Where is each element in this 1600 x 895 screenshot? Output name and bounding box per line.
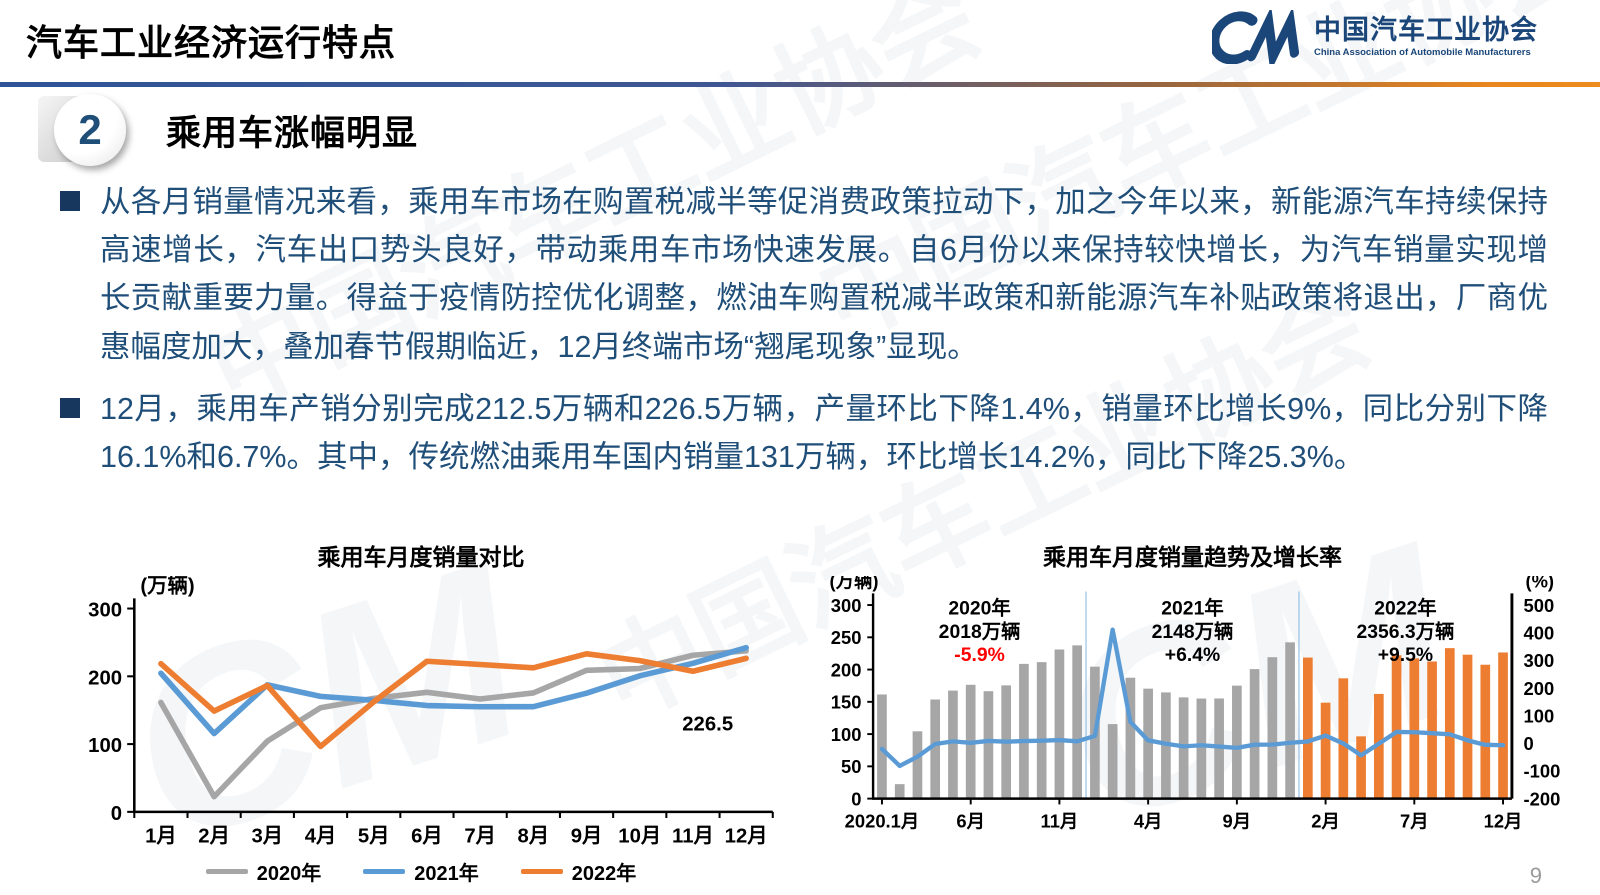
- svg-text:2356.3万辆: 2356.3万辆: [1357, 620, 1455, 643]
- bullet-item: 12月，乘用车产销分别完成212.5万辆和226.5万辆，产量环比下降1.4%，…: [60, 385, 1548, 481]
- svg-text:0: 0: [111, 803, 122, 825]
- legend-item-2020: 2020年: [205, 857, 321, 886]
- svg-text:2021年: 2021年: [1161, 597, 1223, 620]
- svg-text:150: 150: [831, 692, 862, 713]
- svg-text:8月: 8月: [518, 825, 550, 847]
- svg-text:400: 400: [1524, 622, 1555, 643]
- charts-row: 乘用车月度销量对比 0 100 200 300 (万辆) 1月 2月 3月 4月 5月 6月 7月 8月…: [55, 536, 1570, 886]
- svg-text:(万辆): (万辆): [140, 576, 194, 597]
- section-header: 2 乘用车涨幅明显: [38, 92, 418, 168]
- page-title: 汽车工业经济运行特点: [26, 22, 397, 63]
- svg-text:2148万辆: 2148万辆: [1152, 620, 1234, 643]
- svg-text:9月: 9月: [571, 825, 603, 847]
- caam-logo: 中国汽车工业协会 China Association of Automobile…: [1212, 10, 1538, 64]
- svg-text:200: 200: [88, 667, 122, 689]
- svg-text:-200: -200: [1524, 788, 1561, 809]
- svg-text:-5.9%: -5.9%: [954, 644, 1005, 666]
- left-chart-canvas: 0 100 200 300 (万辆) 1月 2月 3月 4月 5月 6月 7月 8月 9月 10月 11月 12…: [88, 576, 774, 847]
- svg-text:6月: 6月: [411, 825, 443, 847]
- svg-text:4月: 4月: [305, 825, 337, 847]
- caam-logo-en: China Association of Automobile Manufact…: [1314, 47, 1531, 59]
- svg-text:6月: 6月: [956, 811, 985, 832]
- svg-text:0: 0: [1524, 733, 1534, 754]
- section-heading: 乘用车涨幅明显: [166, 113, 419, 153]
- svg-text:11月: 11月: [672, 825, 714, 847]
- legend-swatch-2022: [520, 868, 563, 874]
- svg-text:100: 100: [1524, 705, 1555, 726]
- svg-text:3月: 3月: [251, 825, 283, 847]
- svg-text:4月: 4月: [1134, 811, 1163, 832]
- svg-text:100: 100: [88, 735, 122, 757]
- legend-item-2021: 2021年: [363, 857, 479, 886]
- svg-text:12月: 12月: [725, 825, 768, 847]
- svg-text:(万辆): (万辆): [830, 576, 879, 592]
- svg-text:-100: -100: [1524, 761, 1561, 782]
- legend-swatch-2020: [205, 868, 248, 874]
- bullet-square-icon: [60, 397, 80, 418]
- svg-text:(%): (%): [1525, 576, 1554, 592]
- svg-text:2020年: 2020年: [948, 597, 1010, 620]
- legend-item-2022: 2022年: [520, 857, 636, 886]
- caam-logo-text: 中国汽车工业协会 China Association of Automobile…: [1314, 14, 1538, 59]
- svg-text:100: 100: [831, 724, 862, 745]
- bullet-text: 从各月销量情况来看，乘用车市场在购置税减半等促消费政策拉动下，加之今年以来，新能…: [100, 185, 1548, 364]
- monthly-sales-comparison-chart: 乘用车月度销量对比 0 100 200 300 (万辆) 1月 2月 3月 4月 5月 6月 7月 8月…: [55, 536, 787, 886]
- left-chart-legend: 2020年 2021年 2022年: [55, 857, 787, 886]
- svg-text:2月: 2月: [198, 825, 230, 847]
- caam-logo-mark-icon: [1212, 10, 1300, 64]
- bullet-item: 从各月销量情况来看，乘用车市场在购置税减半等促消费政策拉动下，加之今年以来，新能…: [60, 178, 1548, 371]
- svg-text:11月: 11月: [1041, 811, 1079, 832]
- right-chart-title: 乘用车月度销量趋势及增长率: [1043, 544, 1342, 570]
- svg-text:2022年: 2022年: [1374, 597, 1436, 620]
- svg-text:0: 0: [851, 788, 861, 809]
- right-chart-canvas: 0 50 100 150 200 250 300 -200 -100 0 100 200 300 400 5…: [830, 576, 1561, 832]
- svg-text:200: 200: [1524, 678, 1555, 699]
- svg-text:5月: 5月: [358, 825, 390, 847]
- page-number: 9: [1529, 863, 1542, 888]
- svg-text:2月: 2月: [1311, 811, 1340, 832]
- caam-logo-zh: 中国汽车工业协会: [1314, 14, 1538, 45]
- svg-text:300: 300: [1524, 650, 1555, 671]
- svg-text:2018万辆: 2018万辆: [939, 620, 1021, 643]
- svg-text:7月: 7月: [464, 825, 496, 847]
- svg-text:300: 300: [831, 595, 862, 616]
- svg-text:300: 300: [88, 600, 122, 622]
- svg-text:250: 250: [831, 627, 862, 648]
- svg-text:200: 200: [831, 659, 862, 680]
- svg-text:500: 500: [1524, 595, 1555, 616]
- section-number-badge: 2: [38, 92, 138, 168]
- svg-text:50: 50: [841, 756, 861, 777]
- section-number: 2: [54, 94, 126, 166]
- svg-text:2020.1月: 2020.1月: [845, 811, 920, 832]
- svg-text:1月: 1月: [145, 825, 177, 847]
- svg-text:12月: 12月: [1484, 811, 1523, 832]
- monthly-sales-trend-growth-chart: 乘用车月度销量趋势及增长率 0 50 100 150 200 250 300 -200 -100…: [815, 536, 1570, 886]
- body-text: 从各月销量情况来看，乘用车市场在购置税减半等促消费政策拉动下，加之今年以来，新能…: [60, 178, 1548, 495]
- left-chart-title: 乘用车月度销量对比: [317, 544, 525, 570]
- svg-text:9月: 9月: [1223, 811, 1252, 832]
- bullet-text: 12月，乘用车产销分别完成212.5万辆和226.5万辆，产量环比下降1.4%，…: [100, 391, 1548, 474]
- svg-text:+6.4%: +6.4%: [1165, 644, 1220, 666]
- svg-text:10月: 10月: [618, 825, 661, 847]
- svg-text:226.5: 226.5: [682, 714, 733, 736]
- svg-text:+9.5%: +9.5%: [1378, 644, 1433, 666]
- bullet-square-icon: [60, 191, 80, 211]
- svg-text:7月: 7月: [1400, 811, 1429, 832]
- legend-swatch-2021: [363, 868, 406, 874]
- header-divider: [0, 82, 1600, 87]
